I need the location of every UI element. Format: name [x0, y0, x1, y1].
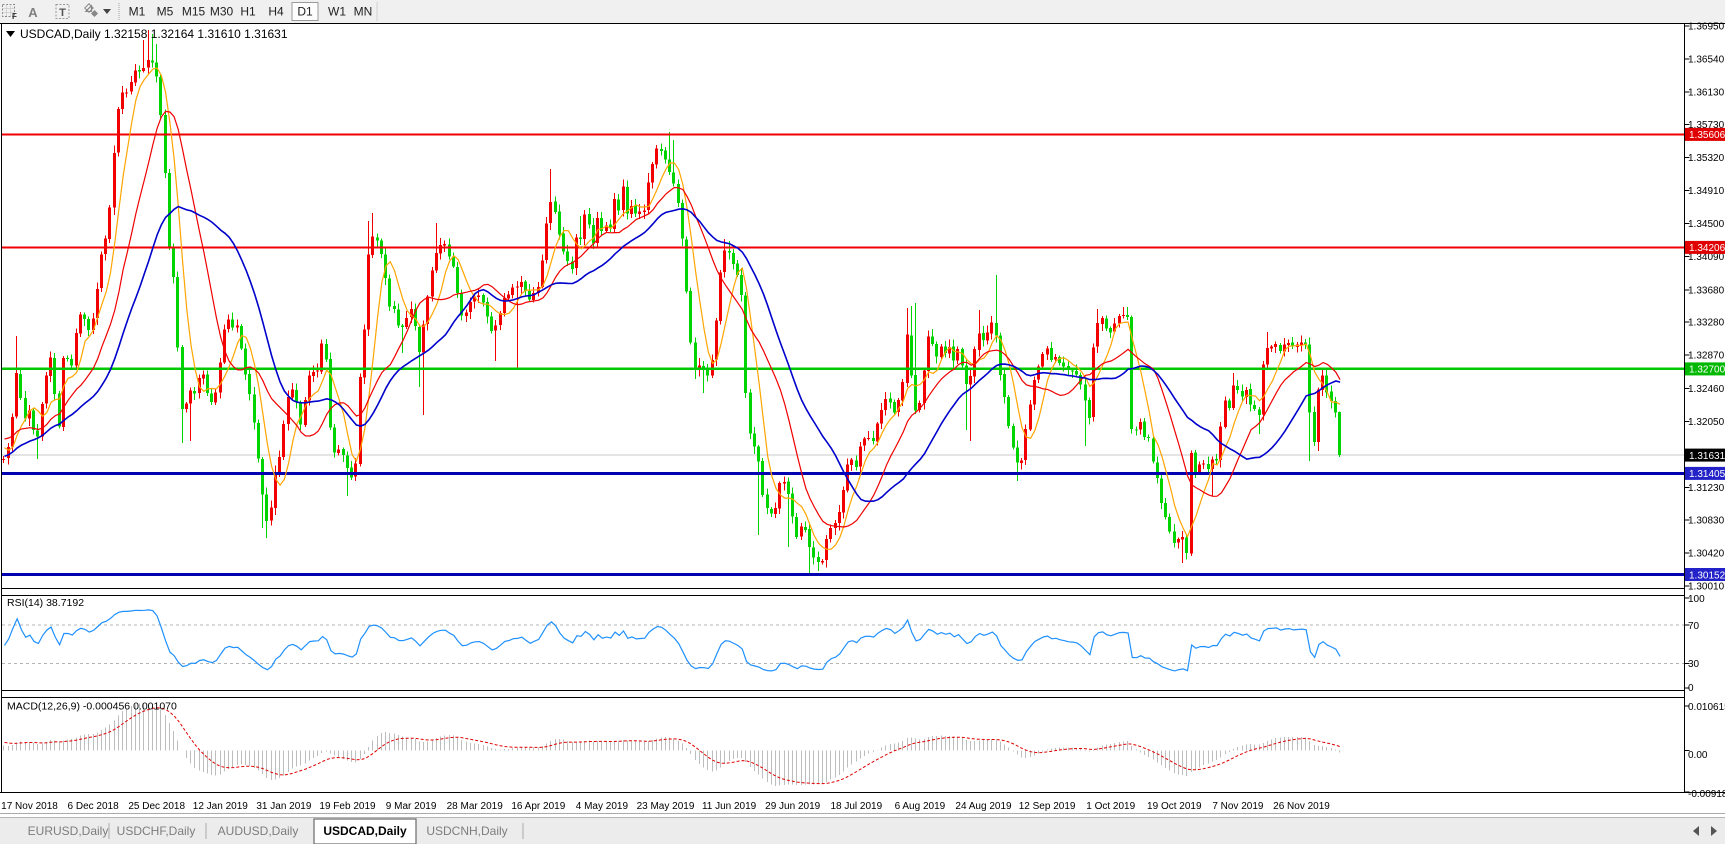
- svg-text:100: 100: [1688, 594, 1705, 605]
- svg-text:1.30010: 1.30010: [1688, 581, 1725, 592]
- svg-text:6 Aug 2019: 6 Aug 2019: [895, 801, 946, 812]
- svg-text:7 Nov 2019: 7 Nov 2019: [1212, 801, 1264, 812]
- svg-text:12 Sep 2019: 12 Sep 2019: [1019, 801, 1076, 812]
- svg-text:MACD(12,26,9) -0.000456 0.0010: MACD(12,26,9) -0.000456 0.001070: [7, 701, 177, 713]
- svg-text:1.36950: 1.36950: [1688, 22, 1725, 33]
- svg-text:T: T: [59, 7, 66, 19]
- svg-text:1.31230: 1.31230: [1688, 483, 1725, 494]
- svg-text:0: 0: [1688, 683, 1694, 694]
- svg-text:28 Mar 2019: 28 Mar 2019: [447, 801, 504, 812]
- svg-text:RSI(14) 38.7192: RSI(14) 38.7192: [7, 597, 84, 609]
- svg-text:16 Apr 2019: 16 Apr 2019: [511, 801, 565, 812]
- svg-text:1.30830: 1.30830: [1688, 515, 1725, 526]
- svg-text:USDCNH,Daily: USDCNH,Daily: [426, 824, 507, 838]
- svg-text:1.32050: 1.32050: [1688, 417, 1725, 428]
- svg-text:1.30152: 1.30152: [1689, 570, 1725, 581]
- svg-text:1.34500: 1.34500: [1688, 219, 1725, 230]
- svg-text:1.33680: 1.33680: [1688, 285, 1725, 296]
- svg-text:19 Oct 2019: 19 Oct 2019: [1147, 801, 1202, 812]
- svg-text:D1: D1: [297, 5, 313, 19]
- svg-text:M5: M5: [157, 5, 174, 19]
- svg-text:0.00: 0.00: [1688, 750, 1708, 761]
- svg-text:1.31631: 1.31631: [1689, 451, 1725, 462]
- svg-text:MN: MN: [354, 5, 373, 19]
- svg-text:1.36540: 1.36540: [1688, 55, 1725, 66]
- svg-text:70: 70: [1688, 621, 1700, 632]
- svg-text:1.34910: 1.34910: [1688, 186, 1725, 197]
- svg-text:19 Feb 2019: 19 Feb 2019: [319, 801, 376, 812]
- svg-text:4 May 2019: 4 May 2019: [576, 801, 629, 812]
- svg-text:25 Dec 2018: 25 Dec 2018: [128, 801, 185, 812]
- svg-text:W1: W1: [328, 5, 346, 19]
- svg-text:1 Oct 2019: 1 Oct 2019: [1086, 801, 1135, 812]
- svg-text:17 Nov 2018: 17 Nov 2018: [1, 801, 58, 812]
- svg-text:USDCAD,Daily 1.32158 1.32164: USDCAD,Daily 1.32158 1.32164 1.31610 1.3…: [20, 27, 288, 41]
- svg-text:1.35730: 1.35730: [1688, 120, 1725, 131]
- svg-text:1.34090: 1.34090: [1688, 252, 1725, 263]
- svg-text:1.32700: 1.32700: [1689, 365, 1725, 376]
- svg-text:18 Jul 2019: 18 Jul 2019: [830, 801, 882, 812]
- svg-text:1.36130: 1.36130: [1688, 88, 1725, 99]
- svg-text:1.30420: 1.30420: [1688, 548, 1725, 559]
- svg-text:1.32460: 1.32460: [1688, 384, 1725, 395]
- svg-text:1.33280: 1.33280: [1688, 318, 1725, 329]
- svg-text:6 Dec 2018: 6 Dec 2018: [68, 801, 120, 812]
- svg-text:F: F: [12, 12, 17, 21]
- svg-text:31 Jan 2019: 31 Jan 2019: [256, 801, 311, 812]
- svg-text:USDCHF,Daily: USDCHF,Daily: [117, 824, 196, 838]
- svg-text:26 Nov 2019: 26 Nov 2019: [1273, 801, 1330, 812]
- svg-text:23 May 2019: 23 May 2019: [637, 801, 695, 812]
- svg-text:M30: M30: [210, 5, 234, 19]
- svg-text:A: A: [28, 5, 38, 20]
- svg-text:AUDUSD,Daily: AUDUSD,Daily: [218, 824, 299, 838]
- svg-text:29 Jun 2019: 29 Jun 2019: [765, 801, 820, 812]
- svg-text:EURUSD,Daily: EURUSD,Daily: [28, 824, 109, 838]
- svg-text:USDCAD,Daily: USDCAD,Daily: [323, 824, 407, 838]
- svg-text:30: 30: [1688, 659, 1700, 670]
- svg-text:1.34206: 1.34206: [1689, 243, 1725, 254]
- svg-text:1.35320: 1.35320: [1688, 153, 1725, 164]
- svg-text:1.31405: 1.31405: [1689, 469, 1725, 480]
- svg-text:12 Jan 2019: 12 Jan 2019: [193, 801, 248, 812]
- svg-text:9 Mar 2019: 9 Mar 2019: [386, 801, 437, 812]
- svg-text:0.010615: 0.010615: [1688, 702, 1725, 713]
- svg-text:M15: M15: [182, 5, 206, 19]
- svg-text:1.32870: 1.32870: [1688, 351, 1725, 362]
- svg-text:H1: H1: [240, 5, 256, 19]
- svg-text:24 Aug 2019: 24 Aug 2019: [955, 801, 1012, 812]
- svg-text:11 Jun 2019: 11 Jun 2019: [702, 801, 757, 812]
- svg-text:M1: M1: [129, 5, 146, 19]
- svg-text:1.35606: 1.35606: [1689, 130, 1725, 141]
- svg-text:H4: H4: [268, 5, 284, 19]
